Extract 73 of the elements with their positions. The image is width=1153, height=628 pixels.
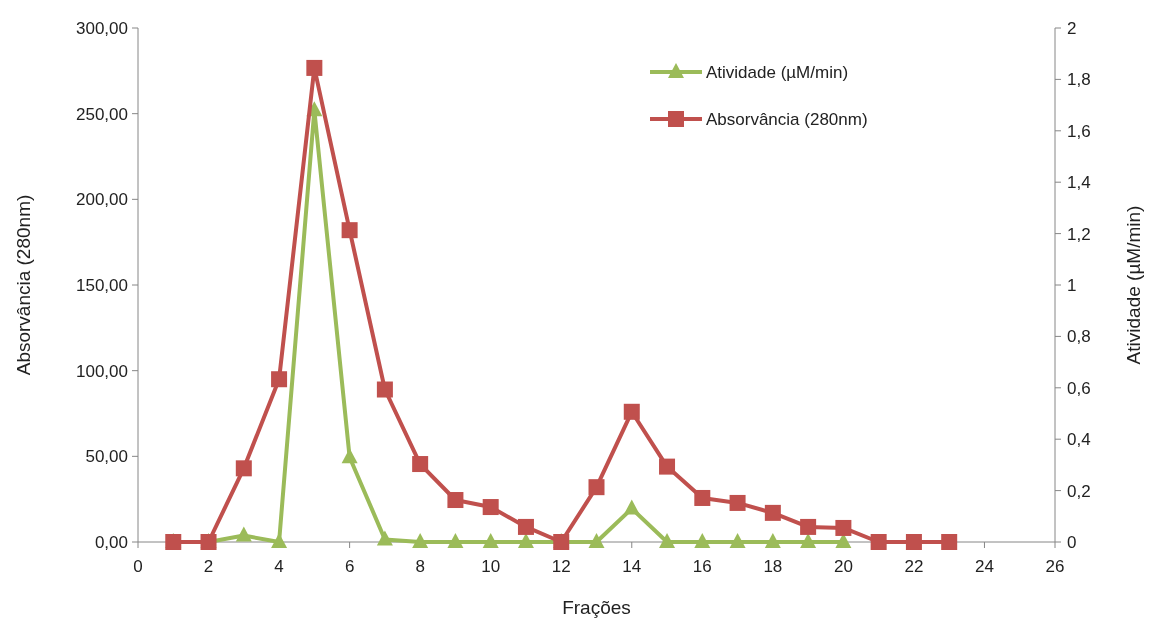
- point: [764, 533, 781, 548]
- y2-axis-title: Atividade (µM/min): [1123, 205, 1144, 365]
- point: [870, 534, 887, 550]
- point: [835, 519, 852, 536]
- x-tick-label: 24: [975, 557, 994, 576]
- point: [376, 381, 393, 398]
- y-tick-label: 50,00: [85, 447, 128, 467]
- point: [341, 222, 358, 239]
- point: [694, 489, 711, 506]
- point: [412, 533, 429, 548]
- y2-tick-label: 1,4: [1067, 173, 1091, 193]
- point: [905, 534, 922, 550]
- point: [623, 499, 640, 515]
- x-tick-label: 20: [833, 557, 853, 576]
- y2-tick-label: 1,8: [1067, 70, 1091, 90]
- y-tick-label: 300,00: [76, 19, 128, 38]
- legend-label: Absorvância (280nm): [706, 110, 868, 129]
- point: [447, 492, 464, 509]
- y2-tick-label: 1,2: [1067, 224, 1091, 244]
- x-tick-label: 10: [481, 557, 501, 576]
- x-tick-label: 16: [692, 557, 712, 576]
- y-tick-label: 100,00: [76, 361, 128, 381]
- point: [623, 403, 640, 420]
- y2-tick-label: 0: [1067, 533, 1077, 552]
- x-tick-label: 0: [133, 557, 143, 576]
- x-tick-label: 6: [344, 557, 355, 576]
- point: [835, 533, 852, 548]
- x-tick-label: 22: [904, 557, 924, 576]
- x-tick-label: 26: [1045, 557, 1065, 576]
- x-tick-label: 18: [763, 557, 783, 576]
- point: [412, 456, 429, 473]
- point: [800, 533, 817, 548]
- point: [376, 530, 393, 546]
- point: [588, 533, 605, 548]
- point: [341, 448, 358, 464]
- legend-label: Atividade (µM/min): [706, 63, 849, 82]
- x-tick-label: 2: [203, 557, 214, 576]
- point: [659, 533, 676, 548]
- point: [235, 526, 252, 542]
- point: [694, 533, 711, 548]
- point: [941, 534, 958, 550]
- x-tick-label: 12: [551, 557, 571, 576]
- point: [729, 494, 746, 511]
- y2-tick-label: 0,6: [1067, 378, 1091, 398]
- point: [517, 518, 534, 535]
- point: [235, 460, 252, 477]
- x-tick-label: 14: [622, 557, 642, 576]
- point: [271, 371, 288, 388]
- y-tick-label: 200,00: [76, 190, 128, 210]
- point: [482, 533, 499, 548]
- y2-tick-label: 0,2: [1067, 481, 1091, 501]
- point: [729, 533, 746, 548]
- y-axis-title: Absorvância (280nm): [13, 194, 34, 376]
- point: [482, 499, 499, 516]
- point: [306, 59, 323, 76]
- point: [517, 533, 534, 548]
- y-tick-label: 150,00: [76, 276, 128, 295]
- y-tick-label: 250,00: [76, 104, 128, 124]
- y2-tick-label: 1: [1067, 276, 1077, 295]
- y2-tick-label: 0,4: [1067, 430, 1091, 450]
- point: [659, 458, 676, 475]
- y2-tick-label: 1,6: [1067, 121, 1091, 141]
- x-tick-label: 4: [274, 557, 284, 576]
- y2-tick-label: 0,8: [1067, 327, 1091, 347]
- y2-tick-label: 2: [1067, 19, 1077, 38]
- point: [588, 479, 605, 496]
- x-tick-label: 8: [415, 557, 425, 576]
- y-tick-label: 0,00: [94, 533, 128, 552]
- point: [271, 533, 288, 548]
- point: [764, 504, 781, 521]
- point: [447, 533, 464, 548]
- x-axis-title: Frações: [562, 597, 631, 618]
- point: [800, 518, 817, 535]
